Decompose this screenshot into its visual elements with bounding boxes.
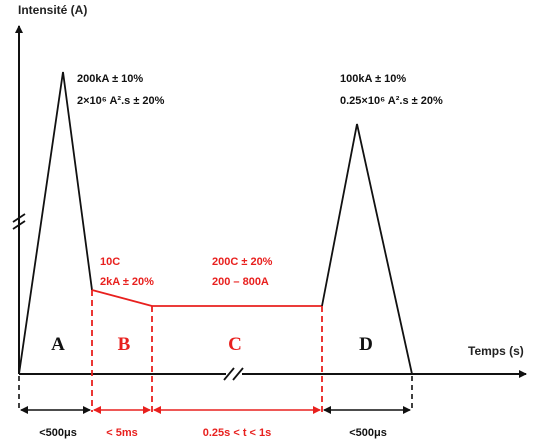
x-axis-break-mark bbox=[223, 367, 235, 381]
phase-c-letter: C bbox=[228, 334, 242, 355]
phase-d-pulse bbox=[321, 123, 413, 375]
x-axis-title: Temps (s) bbox=[468, 344, 524, 358]
y-axis-title: Intensité (A) bbox=[18, 3, 87, 17]
phase-a-letter: A bbox=[51, 334, 65, 355]
phase-a-action-integral: 2×10⁶ A².s ± 20% bbox=[77, 95, 165, 107]
phase-d-letter: D bbox=[359, 334, 373, 355]
phase-c-duration-label: 0.25s < t < 1s bbox=[203, 427, 272, 439]
phase-a-peak-current: 200kA ± 10% bbox=[77, 73, 143, 85]
y-axis-break-mark bbox=[12, 220, 26, 230]
phase-d-duration-label: <500μs bbox=[349, 427, 387, 439]
phase-b-charge: 10C bbox=[100, 256, 120, 268]
x-axis-break-gap bbox=[226, 366, 242, 382]
x-axis-break-mark bbox=[232, 367, 244, 381]
phase-c-current: 200 – 800A bbox=[212, 276, 269, 288]
phase-b-letter: B bbox=[118, 334, 131, 355]
phase-d-peak-current: 100kA ± 10% bbox=[340, 73, 406, 85]
phase-c-charge: 200C ± 20% bbox=[212, 256, 273, 268]
phase-b-ramp bbox=[91, 289, 153, 307]
phase-b-duration-label: < 5ms bbox=[106, 427, 138, 439]
phase-b-current: 2kA ± 20% bbox=[100, 276, 154, 288]
y-axis-break-mark bbox=[12, 213, 26, 223]
phase-a-pulse bbox=[18, 71, 93, 375]
phase-a-duration-label: <500μs bbox=[39, 427, 77, 439]
phase-d-action-integral: 0.25×10⁶ A².s ± 20% bbox=[340, 95, 443, 107]
